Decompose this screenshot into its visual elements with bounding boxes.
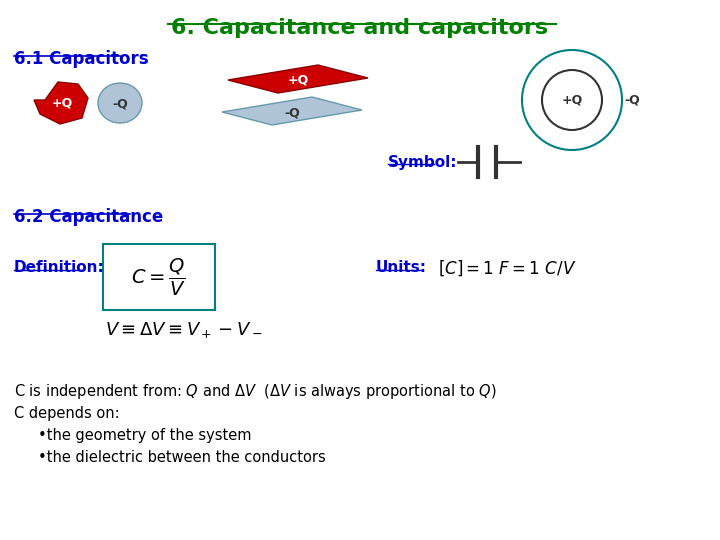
Text: Symbol:: Symbol: xyxy=(388,154,457,170)
Text: Units:: Units: xyxy=(376,260,427,275)
Text: $C = \dfrac{Q}{V}$: $C = \dfrac{Q}{V}$ xyxy=(132,256,186,298)
Polygon shape xyxy=(222,97,362,125)
Text: +Q: +Q xyxy=(562,93,582,106)
Text: $[C]= 1\ \mathit{F} = 1\ \mathit{C/V}$: $[C]= 1\ \mathit{F} = 1\ \mathit{C/V}$ xyxy=(438,258,577,278)
Text: Definition:: Definition: xyxy=(14,260,104,275)
Text: 6. Capacitance and capacitors: 6. Capacitance and capacitors xyxy=(171,18,549,38)
Text: C is independent from: $\mathit{Q}$ and $\Delta \mathit{V}$  ($\Delta \mathit{V}: C is independent from: $\mathit{Q}$ and … xyxy=(14,382,497,401)
Text: •the dielectric between the conductors: •the dielectric between the conductors xyxy=(38,450,325,465)
Circle shape xyxy=(522,50,622,150)
Text: +Q: +Q xyxy=(51,97,73,110)
Text: C depends on:: C depends on: xyxy=(14,406,120,421)
Text: •the geometry of the system: •the geometry of the system xyxy=(38,428,251,443)
Text: -Q: -Q xyxy=(624,93,640,106)
Ellipse shape xyxy=(98,83,142,123)
Text: +Q: +Q xyxy=(287,73,309,86)
Text: 6.1 Capacitors: 6.1 Capacitors xyxy=(14,50,148,68)
Polygon shape xyxy=(228,65,368,93)
Text: -Q: -Q xyxy=(284,106,300,119)
FancyBboxPatch shape xyxy=(103,244,215,310)
Text: $V \equiv \Delta V \equiv V_+ - V_-$: $V \equiv \Delta V \equiv V_+ - V_-$ xyxy=(105,320,263,340)
Text: -Q: -Q xyxy=(112,98,128,111)
Circle shape xyxy=(542,70,602,130)
Text: 6.2 Capacitance: 6.2 Capacitance xyxy=(14,208,163,226)
Polygon shape xyxy=(34,82,88,124)
